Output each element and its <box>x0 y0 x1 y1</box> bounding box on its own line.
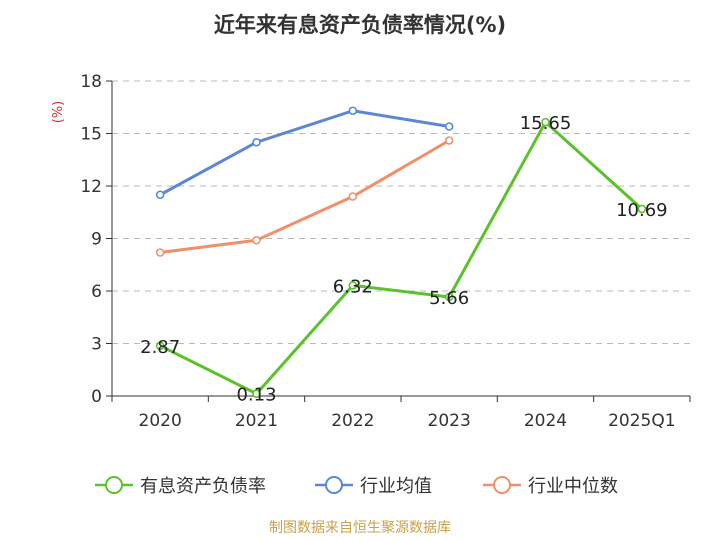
data-point <box>155 341 165 351</box>
data-point <box>444 122 454 131</box>
data-point <box>444 136 454 145</box>
y-tick-label: 12 <box>80 177 102 197</box>
x-tick-label: 2021 <box>235 411 278 431</box>
y-tick-label: 15 <box>80 125 102 145</box>
data-label: 15.65 <box>520 113 572 134</box>
x-tick-label: 2024 <box>524 411 567 431</box>
series-line <box>158 120 644 396</box>
data-point <box>155 190 165 200</box>
legend-swatch-marker <box>105 476 123 494</box>
data-point <box>541 117 550 127</box>
x-tick-label: 2022 <box>331 411 374 431</box>
data-label: 6.32 <box>333 276 373 297</box>
x-tick-label: 2025Q1 <box>608 411 675 431</box>
y-tick-label: 9 <box>91 230 102 250</box>
grid <box>112 80 690 344</box>
data-label: 0.13 <box>236 385 276 406</box>
source-note: 制图数据来自恒生聚源数据库 <box>269 520 451 536</box>
series-line <box>158 109 451 197</box>
legend-label: 行业中位数 <box>528 476 618 497</box>
axes: 0 3 6 9 12 15 18 2020 2021 2022 2023 2024 2025Q1 <box>80 72 691 431</box>
y-axis-label: (%) <box>51 101 66 124</box>
legend-label: 有息资产负债率 <box>140 476 266 497</box>
data-point <box>637 204 647 214</box>
legend-swatch-marker <box>493 476 511 494</box>
series-layer <box>155 106 647 399</box>
series-line <box>158 139 451 254</box>
legend[interactable]: 有息资产负债率 行业均值 行业中位数 <box>95 476 618 497</box>
data-point <box>348 281 358 290</box>
y-tick-label: 18 <box>80 72 102 92</box>
data-label: 2.87 <box>140 337 180 358</box>
data-point <box>155 248 165 257</box>
legend-swatch-marker <box>325 476 343 494</box>
y-tick-label: 6 <box>91 282 102 302</box>
x-tick-label: 2020 <box>139 411 182 431</box>
y-tick-label: 0 <box>91 387 102 407</box>
data-point <box>348 106 358 116</box>
chart-title: 近年来有息资产负债率情况(%) <box>214 13 506 37</box>
data-point <box>252 389 261 399</box>
x-tick-label: 2023 <box>428 411 471 431</box>
data-label: 5.66 <box>429 288 469 309</box>
data-point <box>252 235 261 245</box>
data-point <box>252 137 261 147</box>
data-labels: 2.87 0.13 6.32 5.66 15.65 10.69 <box>140 113 667 406</box>
data-point <box>348 192 358 201</box>
legend-label: 行业均值 <box>360 476 432 497</box>
y-tick-label: 3 <box>91 335 102 355</box>
data-point <box>444 292 454 302</box>
data-label: 10.69 <box>616 200 668 221</box>
